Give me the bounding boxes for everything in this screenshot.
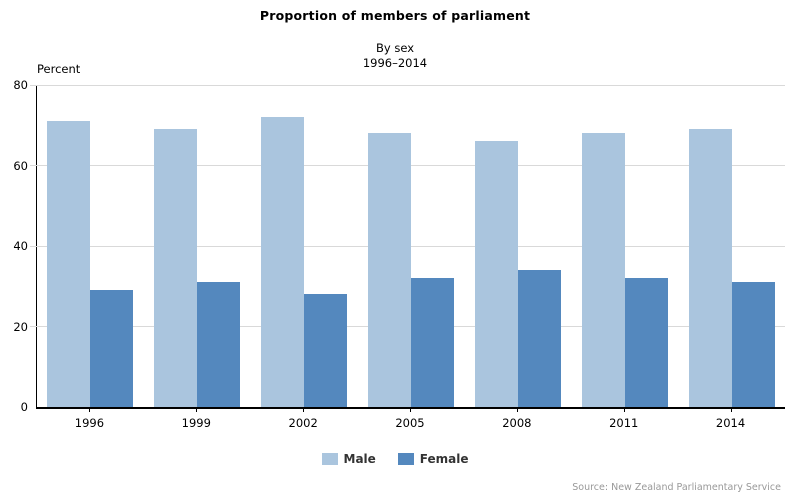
bar-female-2008 xyxy=(517,270,561,407)
y-axis-unit-label: Percent xyxy=(37,62,81,76)
legend-label-male: Male xyxy=(343,452,376,466)
legend: Male Female xyxy=(0,451,790,467)
x-tick-label-1996: 1996 xyxy=(74,416,105,430)
x-tick-1996 xyxy=(89,407,91,412)
chart-subtitle: By sex 1996–2014 xyxy=(0,41,790,71)
y-tick-label-20: 20 xyxy=(13,319,28,334)
bar-male-2002 xyxy=(261,117,305,407)
x-tick-2014 xyxy=(730,407,732,412)
bar-male-1996 xyxy=(47,121,91,407)
x-tick-label-2014: 2014 xyxy=(715,416,746,430)
bar-female-1996 xyxy=(90,290,134,407)
chart-subtitle-sex: By sex xyxy=(375,41,415,55)
legend-swatch-female-icon xyxy=(397,453,414,465)
legend-label-female: Female xyxy=(419,452,469,466)
bar-male-2005 xyxy=(368,133,411,407)
bar-female-2005 xyxy=(411,278,454,407)
x-tick-label-2005: 2005 xyxy=(395,416,425,430)
chart-subtitle-years: 1996–2014 xyxy=(362,56,428,70)
x-tick-2002 xyxy=(303,407,305,412)
y-tick-label-40: 40 xyxy=(13,239,28,253)
plot-area xyxy=(30,84,785,409)
x-tick-2011 xyxy=(623,407,625,412)
x-tick-label-2002: 2002 xyxy=(288,416,318,430)
x-tick-label-1999: 1999 xyxy=(181,416,211,430)
y-tick-label-0: 0 xyxy=(20,400,28,414)
bar-male-2008 xyxy=(474,141,518,407)
x-tick-1999 xyxy=(196,407,198,412)
bar-male-1999 xyxy=(154,129,198,407)
legend-item-female: Female xyxy=(397,452,469,466)
bar-female-1999 xyxy=(197,282,241,407)
legend-swatch-male-icon xyxy=(321,453,338,465)
gridline-80 xyxy=(30,84,785,86)
legend-item-male: Male xyxy=(321,452,376,466)
x-tick-label-2011: 2011 xyxy=(609,416,639,430)
x-tick-label-2008: 2008 xyxy=(502,416,532,430)
bar-female-2011 xyxy=(624,278,668,407)
bar-female-2002 xyxy=(304,294,348,407)
source-note: Source: New Zealand Parliamentary Servic… xyxy=(572,482,781,493)
x-tick-2008 xyxy=(516,407,518,412)
y-tick-label-80: 80 xyxy=(13,78,28,92)
bar-male-2014 xyxy=(688,129,732,407)
x-tick-2005 xyxy=(410,407,411,412)
bar-female-2014 xyxy=(731,282,775,407)
y-tick-label-60: 60 xyxy=(13,158,28,173)
bar-male-2011 xyxy=(581,133,625,407)
chart-title: Proportion of members of parliament xyxy=(259,8,531,23)
